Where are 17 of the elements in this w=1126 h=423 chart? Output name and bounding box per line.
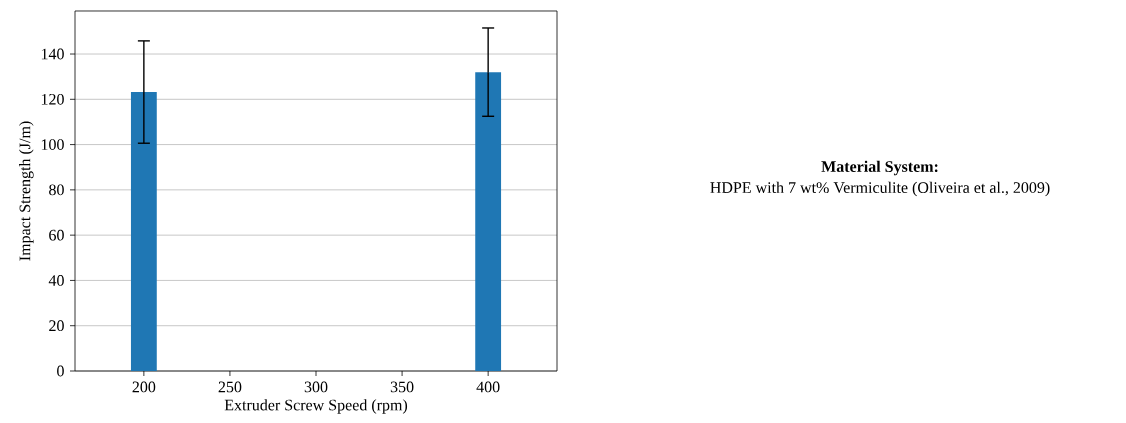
y-tick-label: 0 <box>57 365 64 377</box>
x-tick-label: 200 <box>132 381 156 393</box>
y-tick-label: 60 <box>49 229 64 241</box>
y-tick-label: 40 <box>48 275 64 286</box>
x-tick-label: 300 <box>304 381 328 393</box>
x-tick-label: 400 <box>476 381 500 393</box>
y-tick-label: 20 <box>49 320 64 332</box>
text: Material System: <box>821 160 938 176</box>
x-tick-label: 350 <box>390 381 414 393</box>
y-tick-label: 80 <box>49 184 64 196</box>
text: HDPE with 7 wt% Vermiculite (Oliveira et al., 2009) <box>710 181 1050 197</box>
x-axis-title: Extruder Screw Speed (rpm) <box>224 399 408 414</box>
x-tick-label: 250 <box>218 381 242 393</box>
y-tick-label: 120 <box>41 93 64 105</box>
y-axis-title: Impact Strength (J/m) <box>19 121 34 261</box>
y-tick-label: 100 <box>41 139 64 150</box>
y-tick-label: 140 <box>41 48 64 60</box>
